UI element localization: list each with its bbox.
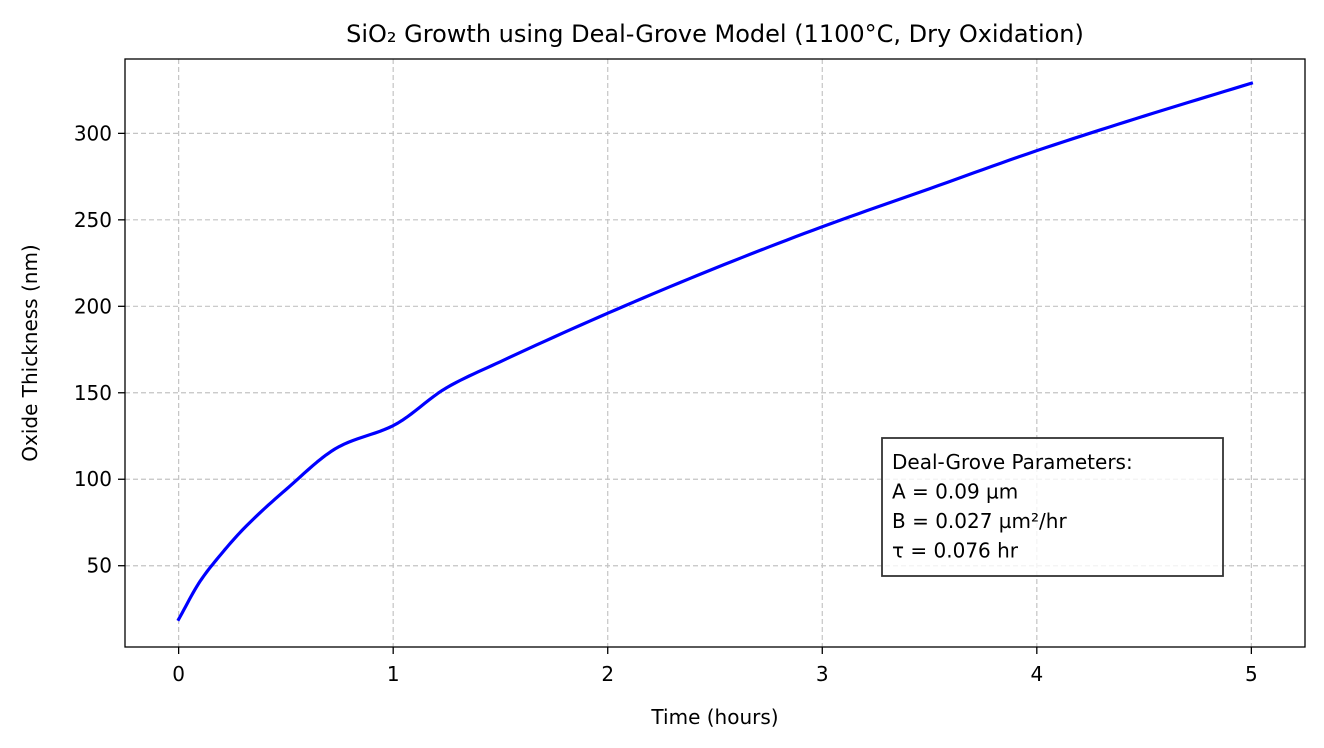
parameters-box-frame [881, 437, 1224, 577]
y-tick-label: 150 [74, 381, 112, 405]
chart-title: SiO₂ Growth using Deal-Grove Model (1100… [346, 20, 1084, 48]
oxide-thickness-line [176, 81, 1254, 622]
plot-frame [124, 58, 1306, 648]
y-axis-label: Oxide Thickness (nm) [18, 244, 42, 461]
y-tick-label: 300 [74, 121, 112, 145]
x-tick-label: 1 [387, 662, 400, 686]
parameters-box-line: Deal-Grove Parameters: [892, 450, 1133, 474]
axis-ticks: 0 1 2 3 4 5 50 100 150 200 250 300 [74, 121, 1258, 686]
x-axis-label: Time (hours) [650, 705, 778, 729]
x-tick-label: 5 [1245, 662, 1258, 686]
parameters-box-line: A = 0.09 µm [892, 480, 1018, 504]
parameters-box-line: B = 0.027 µm²/hr [892, 509, 1067, 533]
plot-lines [176, 81, 1254, 622]
y-tick-label: 250 [74, 208, 112, 232]
y-tick-label: 100 [74, 467, 112, 491]
x-tick-label: 3 [816, 662, 829, 686]
x-tick-label: 0 [172, 662, 185, 686]
y-tick-label: 200 [74, 294, 112, 318]
parameters-box-line: τ = 0.076 hr [892, 539, 1019, 563]
y-tick-label: 50 [87, 554, 112, 578]
x-tick-label: 2 [601, 662, 614, 686]
x-tick-label: 4 [1030, 662, 1043, 686]
parameters-box: Deal-Grove Parameters: A = 0.09 µm B = 0.0… [881, 437, 1224, 577]
